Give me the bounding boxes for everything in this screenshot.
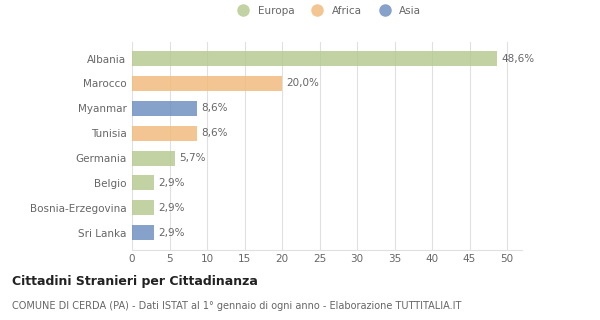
Text: COMUNE DI CERDA (PA) - Dati ISTAT al 1° gennaio di ogni anno - Elaborazione TUTT: COMUNE DI CERDA (PA) - Dati ISTAT al 1° … bbox=[12, 301, 461, 311]
Bar bbox=[132, 200, 154, 215]
Text: 5,7%: 5,7% bbox=[179, 153, 206, 163]
Text: 2,9%: 2,9% bbox=[158, 228, 185, 238]
Bar bbox=[132, 76, 282, 91]
Bar bbox=[132, 225, 154, 240]
Text: 20,0%: 20,0% bbox=[287, 78, 319, 88]
Text: 2,9%: 2,9% bbox=[158, 178, 185, 188]
Bar bbox=[132, 175, 154, 190]
Bar bbox=[132, 51, 497, 66]
Text: 48,6%: 48,6% bbox=[501, 53, 534, 63]
Text: Cittadini Stranieri per Cittadinanza: Cittadini Stranieri per Cittadinanza bbox=[12, 275, 258, 288]
Text: 8,6%: 8,6% bbox=[201, 103, 227, 113]
Bar bbox=[132, 126, 197, 140]
Bar bbox=[132, 101, 197, 116]
Legend: Europa, Africa, Asia: Europa, Africa, Asia bbox=[229, 1, 425, 20]
Bar bbox=[132, 151, 175, 165]
Text: 2,9%: 2,9% bbox=[158, 203, 185, 213]
Text: 8,6%: 8,6% bbox=[201, 128, 227, 138]
